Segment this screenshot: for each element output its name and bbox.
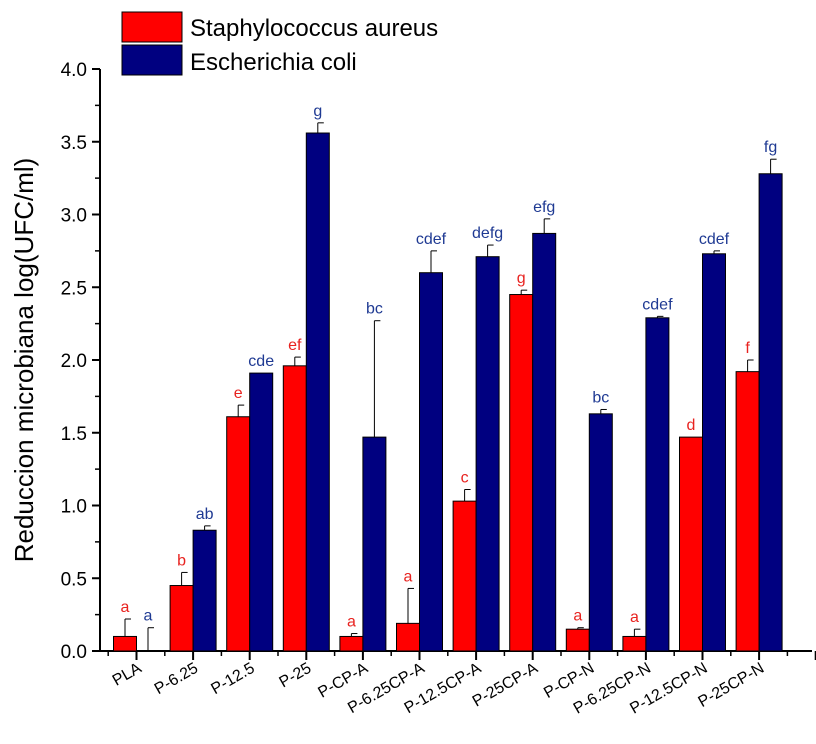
bar bbox=[735, 371, 760, 652]
bar bbox=[339, 635, 364, 652]
y-tick-label: 3.0 bbox=[61, 206, 87, 227]
x-category-label: P-12.5 bbox=[208, 660, 257, 698]
significance-label: f bbox=[745, 340, 750, 357]
bar bbox=[169, 585, 194, 652]
significance-label: bc bbox=[592, 389, 609, 406]
y-tick-label: 1.5 bbox=[61, 424, 87, 445]
bar bbox=[362, 436, 387, 652]
y-tick-label: 3.5 bbox=[61, 133, 87, 154]
bar bbox=[282, 365, 307, 652]
x-category-label: PLA bbox=[110, 660, 145, 690]
bar bbox=[396, 622, 420, 652]
significance-label: bc bbox=[366, 301, 383, 318]
bar bbox=[532, 232, 557, 652]
bar bbox=[226, 416, 251, 652]
x-category-label: P-25 bbox=[277, 660, 315, 692]
bar bbox=[509, 294, 534, 652]
significance-label: a bbox=[121, 599, 130, 616]
x-category-label: P-6.25 bbox=[152, 660, 201, 698]
bar bbox=[622, 635, 647, 652]
x-category-label: P-25CP-A bbox=[470, 660, 541, 711]
legend-label-ecoli: Escherichia coli bbox=[190, 49, 357, 76]
significance-label: a bbox=[347, 614, 356, 631]
significance-label: g bbox=[517, 270, 526, 287]
y-tick-label: 0.0 bbox=[61, 642, 87, 663]
significance-label: efg bbox=[533, 199, 555, 216]
significance-label: defg bbox=[472, 225, 503, 242]
significance-label: d bbox=[687, 417, 696, 434]
y-tick-label: 2.5 bbox=[61, 278, 87, 299]
bar bbox=[679, 436, 703, 652]
bar bbox=[475, 256, 500, 652]
bar bbox=[758, 173, 783, 652]
significance-label: a bbox=[573, 608, 582, 625]
y-tick-label: 4.0 bbox=[61, 60, 87, 81]
significance-label: cde bbox=[248, 353, 274, 370]
significance-label: ef bbox=[288, 337, 302, 354]
significance-label: cdef bbox=[416, 231, 447, 248]
significance-label: b bbox=[177, 552, 186, 569]
y-axis-label: Reduccion microbiana log(UFC/ml) bbox=[9, 158, 39, 563]
significance-label: a bbox=[144, 608, 153, 625]
y-tick-label: 1.0 bbox=[61, 497, 87, 518]
bar bbox=[249, 372, 274, 652]
bar bbox=[192, 529, 217, 652]
legend-swatch-ecoli bbox=[121, 44, 183, 76]
significance-label: a bbox=[630, 609, 639, 626]
significance-label: ab bbox=[196, 506, 214, 523]
significance-label: cdef bbox=[642, 296, 673, 313]
bar bbox=[452, 500, 477, 652]
significance-label: g bbox=[313, 103, 322, 120]
significance-label: c bbox=[461, 469, 469, 486]
significance-label: cdef bbox=[699, 231, 730, 248]
bar bbox=[645, 317, 670, 652]
legend: Staphylococcus aureus Escherichia coli bbox=[121, 11, 438, 76]
legend-label-staphylococcus: Staphylococcus aureus bbox=[190, 15, 438, 42]
bar bbox=[588, 413, 613, 652]
bar bbox=[305, 132, 330, 652]
bar bbox=[419, 272, 443, 652]
significance-label: fg bbox=[764, 139, 777, 156]
legend-swatch-staphylococcus bbox=[121, 11, 183, 43]
significance-label: e bbox=[234, 385, 243, 402]
bar bbox=[113, 635, 137, 652]
significance-label: a bbox=[404, 568, 413, 585]
bar bbox=[565, 628, 590, 652]
y-tick-label: 2.0 bbox=[61, 351, 87, 372]
y-tick-label: 0.5 bbox=[61, 569, 87, 590]
bar bbox=[702, 253, 726, 652]
